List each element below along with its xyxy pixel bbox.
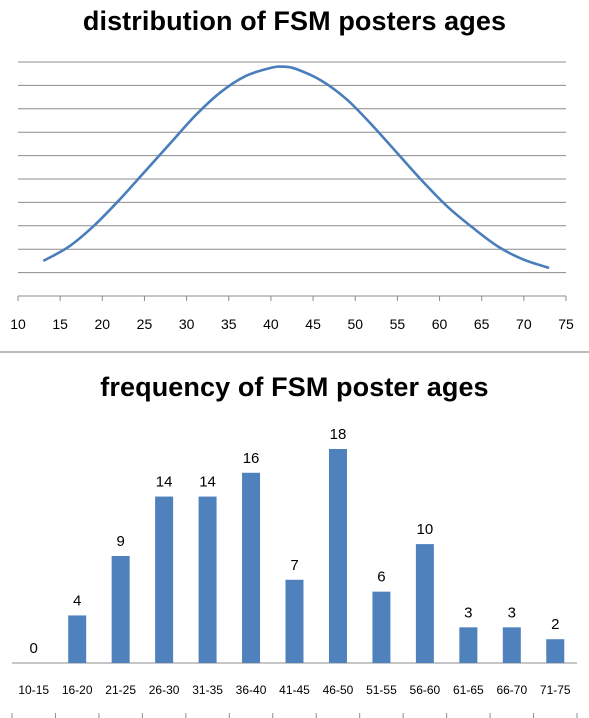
category-label: 16-20	[62, 683, 93, 697]
bar-chart-title: frequency of FSM poster ages	[100, 372, 489, 402]
line-chart-title: distribution of FSM posters ages	[82, 6, 507, 36]
x-tick-label: 20	[95, 316, 111, 332]
bar	[111, 556, 130, 663]
bar	[546, 639, 565, 663]
category-label: 21-25	[105, 683, 136, 697]
data-label: 16	[243, 450, 260, 467]
x-tick-label: 60	[432, 316, 448, 332]
x-tick-label: 65	[474, 316, 490, 332]
bar	[415, 544, 434, 663]
category-label: 66-70	[496, 683, 527, 697]
data-label: 10	[417, 521, 434, 538]
x-tick-label: 15	[52, 316, 68, 332]
bar	[155, 496, 174, 663]
x-tick-label: 30	[179, 316, 195, 332]
series-line	[42, 65, 550, 270]
category-label: 36-40	[236, 683, 267, 697]
data-label: 3	[508, 604, 516, 621]
data-label: 4	[73, 592, 81, 609]
x-tick-label: 55	[390, 316, 406, 332]
category-label: 56-60	[410, 683, 441, 697]
data-label: 14	[199, 474, 216, 491]
category-label: 46-50	[323, 683, 354, 697]
data-label: 9	[116, 533, 124, 550]
data-label: 18	[330, 426, 347, 443]
category-label: 31-35	[192, 683, 223, 697]
bar	[459, 627, 478, 663]
bar	[68, 615, 87, 663]
data-label: 7	[290, 557, 298, 574]
x-tick-label: 40	[263, 316, 279, 332]
x-tick-label: 50	[347, 316, 363, 332]
category-label: 61-65	[453, 683, 484, 697]
x-tick-label: 70	[516, 316, 532, 332]
x-tick-label: 45	[305, 316, 321, 332]
category-label: 10-15	[18, 683, 49, 697]
bar	[285, 579, 304, 663]
data-label: 0	[30, 640, 38, 657]
category-label: 71-75	[540, 683, 571, 697]
data-label: 2	[551, 616, 559, 633]
bar	[372, 591, 391, 663]
bar	[328, 449, 347, 663]
x-tick-label: 75	[558, 316, 574, 332]
x-tick-label: 10	[10, 316, 26, 332]
data-label: 14	[156, 474, 173, 491]
bar	[502, 627, 521, 663]
category-label: 26-30	[149, 683, 180, 697]
bar	[242, 472, 261, 663]
line-chart: 10 15 20 25 30 35 40 45 50 55 60 65 70 75	[10, 61, 574, 332]
bar	[198, 496, 217, 663]
data-label: 3	[464, 604, 472, 621]
x-tick-label: 35	[221, 316, 237, 332]
data-label: 6	[377, 569, 385, 586]
category-label: 41-45	[279, 683, 310, 697]
bar-chart: 0 10-15 4 16-20 9 21-25 14 26-30 14 31-35 16 36-40 7…	[11, 426, 578, 718]
x-tick-label: 25	[137, 316, 153, 332]
category-label: 51-55	[366, 683, 397, 697]
